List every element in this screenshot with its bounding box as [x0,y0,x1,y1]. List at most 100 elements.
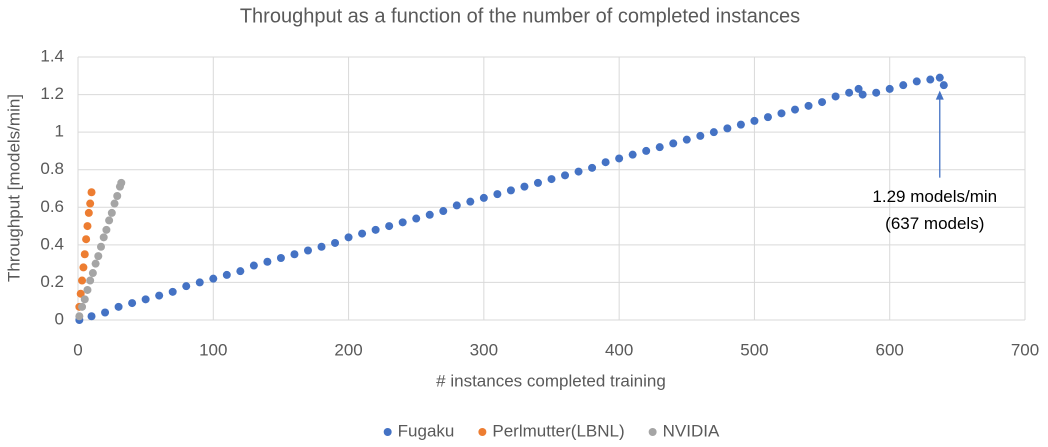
point [763,113,772,122]
point [94,252,103,261]
point [276,254,285,263]
y-tick-label: 0.2 [40,272,64,291]
point [615,154,624,163]
point [114,302,123,311]
point [91,259,100,268]
point [939,81,948,90]
point [113,192,122,201]
point [101,308,110,317]
point [858,90,867,99]
point [88,269,97,278]
point [547,175,556,184]
y-tick-label: 1.4 [40,46,64,65]
point [479,193,488,202]
point [588,163,597,172]
x-tick-label: 300 [470,340,498,359]
point [804,101,813,110]
point [99,233,108,242]
point [110,199,119,208]
point [854,84,863,93]
legend: Fugaku Perlmutter(LBNL) NVIDIA [383,421,720,440]
point [84,208,93,217]
point [87,312,96,321]
point [398,218,407,227]
point [141,295,150,304]
point [561,171,570,180]
legend-marker [478,428,487,436]
y-tick-label: 1 [55,122,64,141]
point [750,116,759,125]
y-tick-label: 1.2 [40,84,64,103]
point [642,146,651,155]
legend-marker [383,428,392,436]
point [209,274,218,283]
point [128,299,137,308]
point [885,84,894,93]
point [155,291,164,300]
legend-label: Fugaku [398,421,455,440]
point [263,257,272,266]
point [82,235,91,244]
point [86,276,95,285]
point [845,88,854,97]
x-tick-label: 600 [876,340,904,359]
annotation-text: (637 models) [885,214,984,233]
point [290,250,299,259]
point [736,120,745,129]
x-axis-label: # instances completed training [436,371,666,390]
point [105,216,114,225]
point [926,75,935,84]
point [601,158,610,167]
point [493,190,502,199]
point [682,135,691,144]
point [195,278,204,287]
point [935,73,944,82]
x-tick-label: 700 [1011,340,1039,359]
point [818,98,827,107]
point [78,302,87,311]
point [425,210,434,219]
x-tick-label: 100 [199,340,227,359]
legend-label: NVIDIA [663,421,720,440]
point [80,295,89,304]
point [872,88,881,97]
point [331,238,340,247]
x-tick-label: 400 [605,340,633,359]
x-tick-label: 200 [334,340,362,359]
point [696,131,705,140]
point [107,208,116,217]
point [86,199,95,208]
y-axis-label: Throughput [models/min] [4,94,23,282]
point [574,167,583,176]
series [75,73,948,324]
x-tick-label: 500 [740,340,768,359]
point [628,150,637,159]
chart-title: Throughput as a function of the number o… [240,5,800,27]
y-tick-label: 0.6 [40,197,64,216]
annotation-text: 1.29 models/min [872,187,997,206]
point [96,242,105,251]
point [709,128,718,137]
point [80,250,89,259]
point [723,124,732,133]
point [466,197,475,206]
point [87,188,96,197]
y-tick-label: 0.8 [40,159,64,178]
grid [77,56,1026,321]
arrow-head [935,90,944,100]
point [439,207,448,216]
point [912,77,921,86]
legend-label: Perlmutter(LBNL) [492,421,624,440]
point [669,139,678,148]
point [344,233,353,242]
point [222,270,231,279]
y-tick-label: 0.4 [40,234,64,253]
legend-marker [648,428,657,436]
y-tick-label: 0 [55,309,64,328]
point [385,222,394,231]
point [655,143,664,152]
point [412,214,421,223]
point [182,282,191,291]
series [75,178,126,321]
point [75,312,84,321]
